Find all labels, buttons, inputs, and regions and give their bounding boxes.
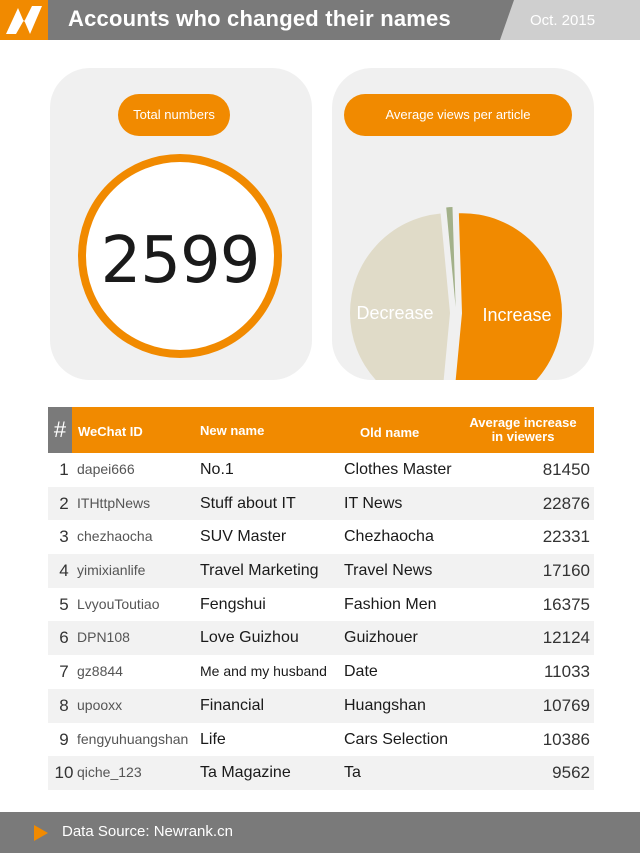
rank-cell: 6 [59,628,69,648]
average-increase-cell: 16375 [542,594,590,614]
average-increase-cell: 22876 [542,493,590,513]
old-name-cell: Fashion Men [344,595,437,613]
new-name-cell: Ta Magazine [200,764,291,782]
date-tab [500,0,640,40]
new-name-cell: Stuff about IT [200,494,296,512]
wechat-id-cell: LvyouToutiao [77,595,160,612]
pie-slice-increase [455,213,562,380]
wechat-id-cell: fengyuhuangshan [77,730,189,747]
table-row: 7 gz8844 Me and my husband Date 11033 [48,655,594,689]
pie-chart: Increase Decrease [350,207,562,380]
table-row: 10 qiche_123 Ta Magazine Ta 9562 [48,756,594,790]
table-row: 6 DPN108 Love Guizhou Guizhouer 12124 [48,621,594,656]
old-name-cell: IT News [344,494,403,512]
header-new-name: New name [200,423,265,438]
wechat-id-cell: gz8844 [77,663,123,680]
total-value: 2599 [100,224,261,298]
pie-slice-decrease [350,213,450,380]
wechat-id-cell: chezhaocha [77,528,153,545]
pie-label-decrease: Decrease [356,303,433,323]
new-name-cell: Me and my husband [200,663,327,680]
header-rank: # [48,407,72,453]
average-increase-cell: 22331 [542,527,590,547]
average-increase-cell: 17160 [542,561,590,581]
table-row: 2 ITHttpNews Stuff about IT IT News 2287… [48,486,594,521]
old-name-cell: Guizhouer [344,629,418,647]
table-row: 1 dapei666 No.1 Clothes Master 81450 [48,453,594,487]
total-panel: Total numbers 2599 [50,68,312,380]
new-name-cell: Fengshui [200,595,266,613]
wechat-id-cell: ITHttpNews [77,494,151,511]
old-name-cell: Date [344,663,378,681]
rank-cell: 3 [59,527,69,547]
table-row: 3 chezhaocha SUV Master Chezhaocha 22331 [48,520,594,554]
wechat-id-cell: DPN108 [77,629,130,646]
wechat-id-cell: upooxx [77,696,123,713]
header-average-line2: in viewers [491,429,555,444]
new-name-cell: Life [200,730,226,748]
table-row: 8 upooxx Financial Huangshan 10769 [48,688,594,723]
new-name-cell: Travel Marketing [200,562,319,580]
rank-cell: 8 [59,695,69,715]
average-increase-cell: 9562 [552,763,590,783]
rank-cell: 9 [59,729,69,749]
ranking-table: # WeChat ID New name Old name Average in… [48,407,594,790]
rank-cell: 5 [59,594,69,614]
old-name-cell: Cars Selection [344,730,449,748]
average-increase-cell: 81450 [542,460,590,479]
table-row: 9 fengyuhuangshan Life Cars Selection 10… [48,723,594,757]
pie-label-increase: Increase [482,305,551,325]
play-icon [34,825,48,841]
pie-slice-other [446,207,456,308]
header-bar: Accounts who changed their names Oct. 20… [0,0,640,40]
page-title: Accounts who changed their names [68,6,451,31]
table-row: 4 yimixianlife Travel Marketing Travel N… [48,554,594,588]
rank-cell: 4 [59,561,69,581]
header-wechat-id: WeChat ID [78,424,143,439]
rank-cell: 2 [59,493,69,513]
rank-cell: 7 [59,662,69,682]
old-name-cell: Huangshan [344,696,426,714]
data-source: Data Source: Newrank.cn [62,823,233,840]
old-name-cell: Travel News [344,562,433,580]
table-header: # WeChat ID New name Old name Average in… [48,407,594,453]
wechat-id-cell: qiche_123 [77,764,142,781]
average-increase-cell: 10386 [542,729,590,749]
date-label: Oct. 2015 [530,12,596,29]
rank-cell: 1 [59,460,69,479]
rank-cell: 10 [54,763,74,783]
logo-icon [0,0,48,40]
new-name-cell: No.1 [200,461,234,478]
new-name-cell: Love Guizhou [200,629,299,647]
old-name-cell: Ta [344,764,361,782]
wechat-id-cell: dapei666 [77,461,135,477]
chart-title: Average views per article [344,94,572,136]
average-increase-cell: 10769 [542,695,590,715]
pie-panel: Average views per article Increase Decrea… [332,68,594,380]
wechat-id-cell: yimixianlife [77,562,146,579]
total-label: Total numbers [118,94,230,136]
table-row: 5 LvyouToutiao Fengshui Fashion Men 1637… [48,588,594,622]
new-name-cell: Financial [200,696,265,714]
footer-bar: Data Source: Newrank.cn [0,812,640,853]
average-increase-cell: 11033 [543,662,590,682]
total-ring: 2599 [78,154,282,358]
old-name-cell: Clothes Master [344,461,452,478]
new-name-cell: SUV Master [200,528,287,546]
average-increase-cell: 12124 [542,628,590,648]
header-average-line1: Average increase [469,415,577,430]
old-name-cell: Chezhaocha [344,528,434,546]
header-average-increase: Average increase in viewers [460,416,586,444]
header-old-name: Old name [360,425,420,440]
